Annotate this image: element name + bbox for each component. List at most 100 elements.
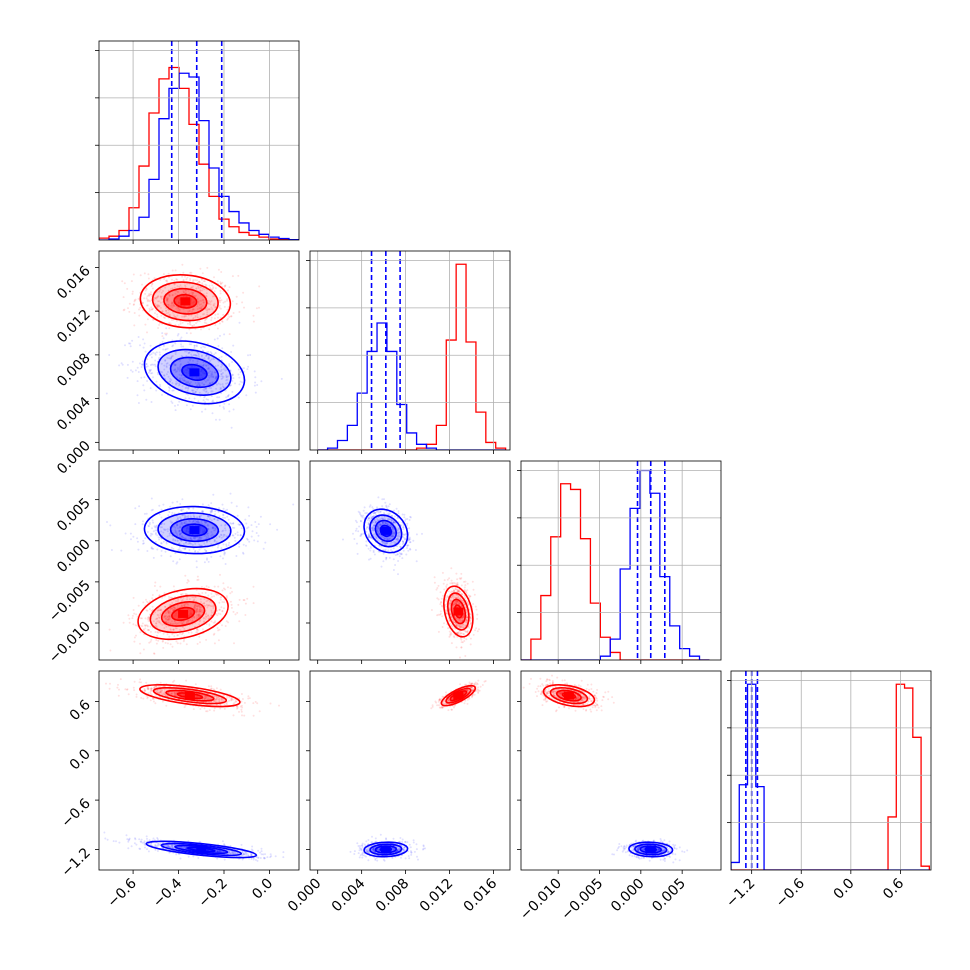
scatter-point bbox=[176, 309, 179, 312]
scatter-point bbox=[360, 520, 362, 523]
scatter-point bbox=[455, 602, 458, 605]
scatter-point bbox=[197, 316, 200, 319]
scatter-point bbox=[191, 596, 194, 599]
scatter-point bbox=[450, 567, 453, 570]
scatter-point bbox=[246, 527, 248, 530]
scatter-point bbox=[228, 286, 231, 289]
scatter-point bbox=[166, 280, 169, 283]
scatter-point bbox=[367, 517, 370, 520]
scatter-point bbox=[153, 652, 155, 655]
scatter-point bbox=[187, 619, 190, 622]
scatter-point bbox=[353, 538, 356, 540]
scatter-point bbox=[184, 350, 187, 353]
scatter-point bbox=[217, 313, 219, 316]
scatter-point bbox=[460, 646, 463, 649]
scatter-point bbox=[210, 687, 212, 690]
scatter-point bbox=[203, 620, 206, 623]
scatter-point bbox=[457, 625, 460, 627]
scatter-point bbox=[456, 583, 459, 586]
panel-frame bbox=[98, 40, 300, 241]
scatter-point bbox=[154, 690, 157, 692]
scatter-point bbox=[140, 838, 143, 841]
scatter-point bbox=[230, 384, 232, 387]
scatter-point bbox=[116, 686, 119, 689]
scatter-point bbox=[146, 609, 149, 612]
scatter-point bbox=[186, 598, 189, 601]
scatter-point bbox=[162, 290, 164, 292]
scatter-point bbox=[154, 685, 157, 688]
scatter-point bbox=[181, 622, 184, 625]
scatter-point bbox=[222, 529, 225, 532]
scatter-point bbox=[359, 519, 362, 522]
scatter-point bbox=[210, 395, 213, 398]
scatter-point bbox=[376, 525, 379, 528]
scatter-point bbox=[456, 588, 459, 591]
scatter-point bbox=[203, 313, 206, 315]
scatter-point bbox=[144, 625, 147, 627]
scatter-point bbox=[433, 581, 436, 584]
scatter-point bbox=[207, 355, 210, 358]
scatter-point bbox=[144, 537, 147, 540]
scatter-point bbox=[205, 541, 208, 544]
scatter-point bbox=[139, 840, 142, 843]
scatter-point bbox=[377, 527, 380, 530]
scatter-point bbox=[174, 530, 177, 533]
scatter-point bbox=[390, 518, 393, 521]
scatter-point bbox=[195, 609, 198, 612]
scatter-point bbox=[409, 541, 411, 544]
scatter-point bbox=[195, 614, 198, 617]
scatter-point bbox=[476, 630, 479, 633]
scatter-point bbox=[206, 558, 208, 561]
scatter-point bbox=[118, 364, 121, 367]
scatter-point bbox=[158, 300, 161, 303]
scatter-point bbox=[196, 320, 199, 323]
scatter-point bbox=[152, 351, 155, 354]
scatter-point bbox=[182, 278, 185, 281]
scatter-point bbox=[231, 374, 234, 377]
scatter-point bbox=[386, 523, 389, 526]
scatter-point bbox=[212, 621, 215, 624]
scatter-point bbox=[207, 604, 209, 607]
scatter-point bbox=[168, 618, 171, 621]
scatter-point bbox=[135, 695, 138, 698]
scatter-point bbox=[212, 358, 215, 361]
scatter-point bbox=[467, 603, 470, 606]
scatter-point bbox=[365, 544, 368, 547]
scatter-point bbox=[219, 386, 222, 389]
scatter-point bbox=[451, 582, 453, 584]
scatter-point bbox=[173, 314, 175, 317]
scatter-point bbox=[144, 846, 146, 849]
histogram-red-0 bbox=[99, 66, 299, 240]
scatter-point bbox=[142, 697, 145, 700]
scatter-point bbox=[198, 538, 200, 541]
scatter-point bbox=[174, 342, 177, 345]
scatter-point bbox=[373, 553, 376, 556]
scatter-point bbox=[372, 515, 375, 518]
scatter-point bbox=[147, 299, 150, 302]
scatter-point bbox=[199, 307, 202, 310]
scatter-point bbox=[160, 693, 163, 695]
scatter-point bbox=[166, 297, 169, 299]
scatter-point bbox=[172, 628, 175, 631]
scatter-point bbox=[189, 323, 192, 326]
scatter-point bbox=[449, 634, 452, 637]
scatter-point bbox=[207, 504, 210, 507]
scatter-point bbox=[169, 628, 172, 630]
scatter-point bbox=[230, 426, 233, 429]
scatter-point bbox=[231, 300, 234, 303]
scatter-point bbox=[191, 310, 193, 313]
scatter-point bbox=[242, 367, 245, 370]
scatter-point bbox=[460, 646, 463, 649]
scatter-point bbox=[212, 633, 215, 636]
scatter-point bbox=[465, 618, 468, 621]
panel-hist-0-0 bbox=[95, 40, 300, 244]
scatter-point bbox=[225, 368, 228, 371]
scatter-point bbox=[196, 516, 199, 519]
scatter-point bbox=[131, 614, 134, 617]
scatter-point bbox=[462, 626, 465, 629]
scatter-point bbox=[173, 692, 176, 695]
scatter-point bbox=[207, 366, 210, 369]
scatter-point bbox=[407, 544, 410, 547]
scatter-point bbox=[222, 406, 225, 409]
scatter-point bbox=[156, 691, 159, 694]
